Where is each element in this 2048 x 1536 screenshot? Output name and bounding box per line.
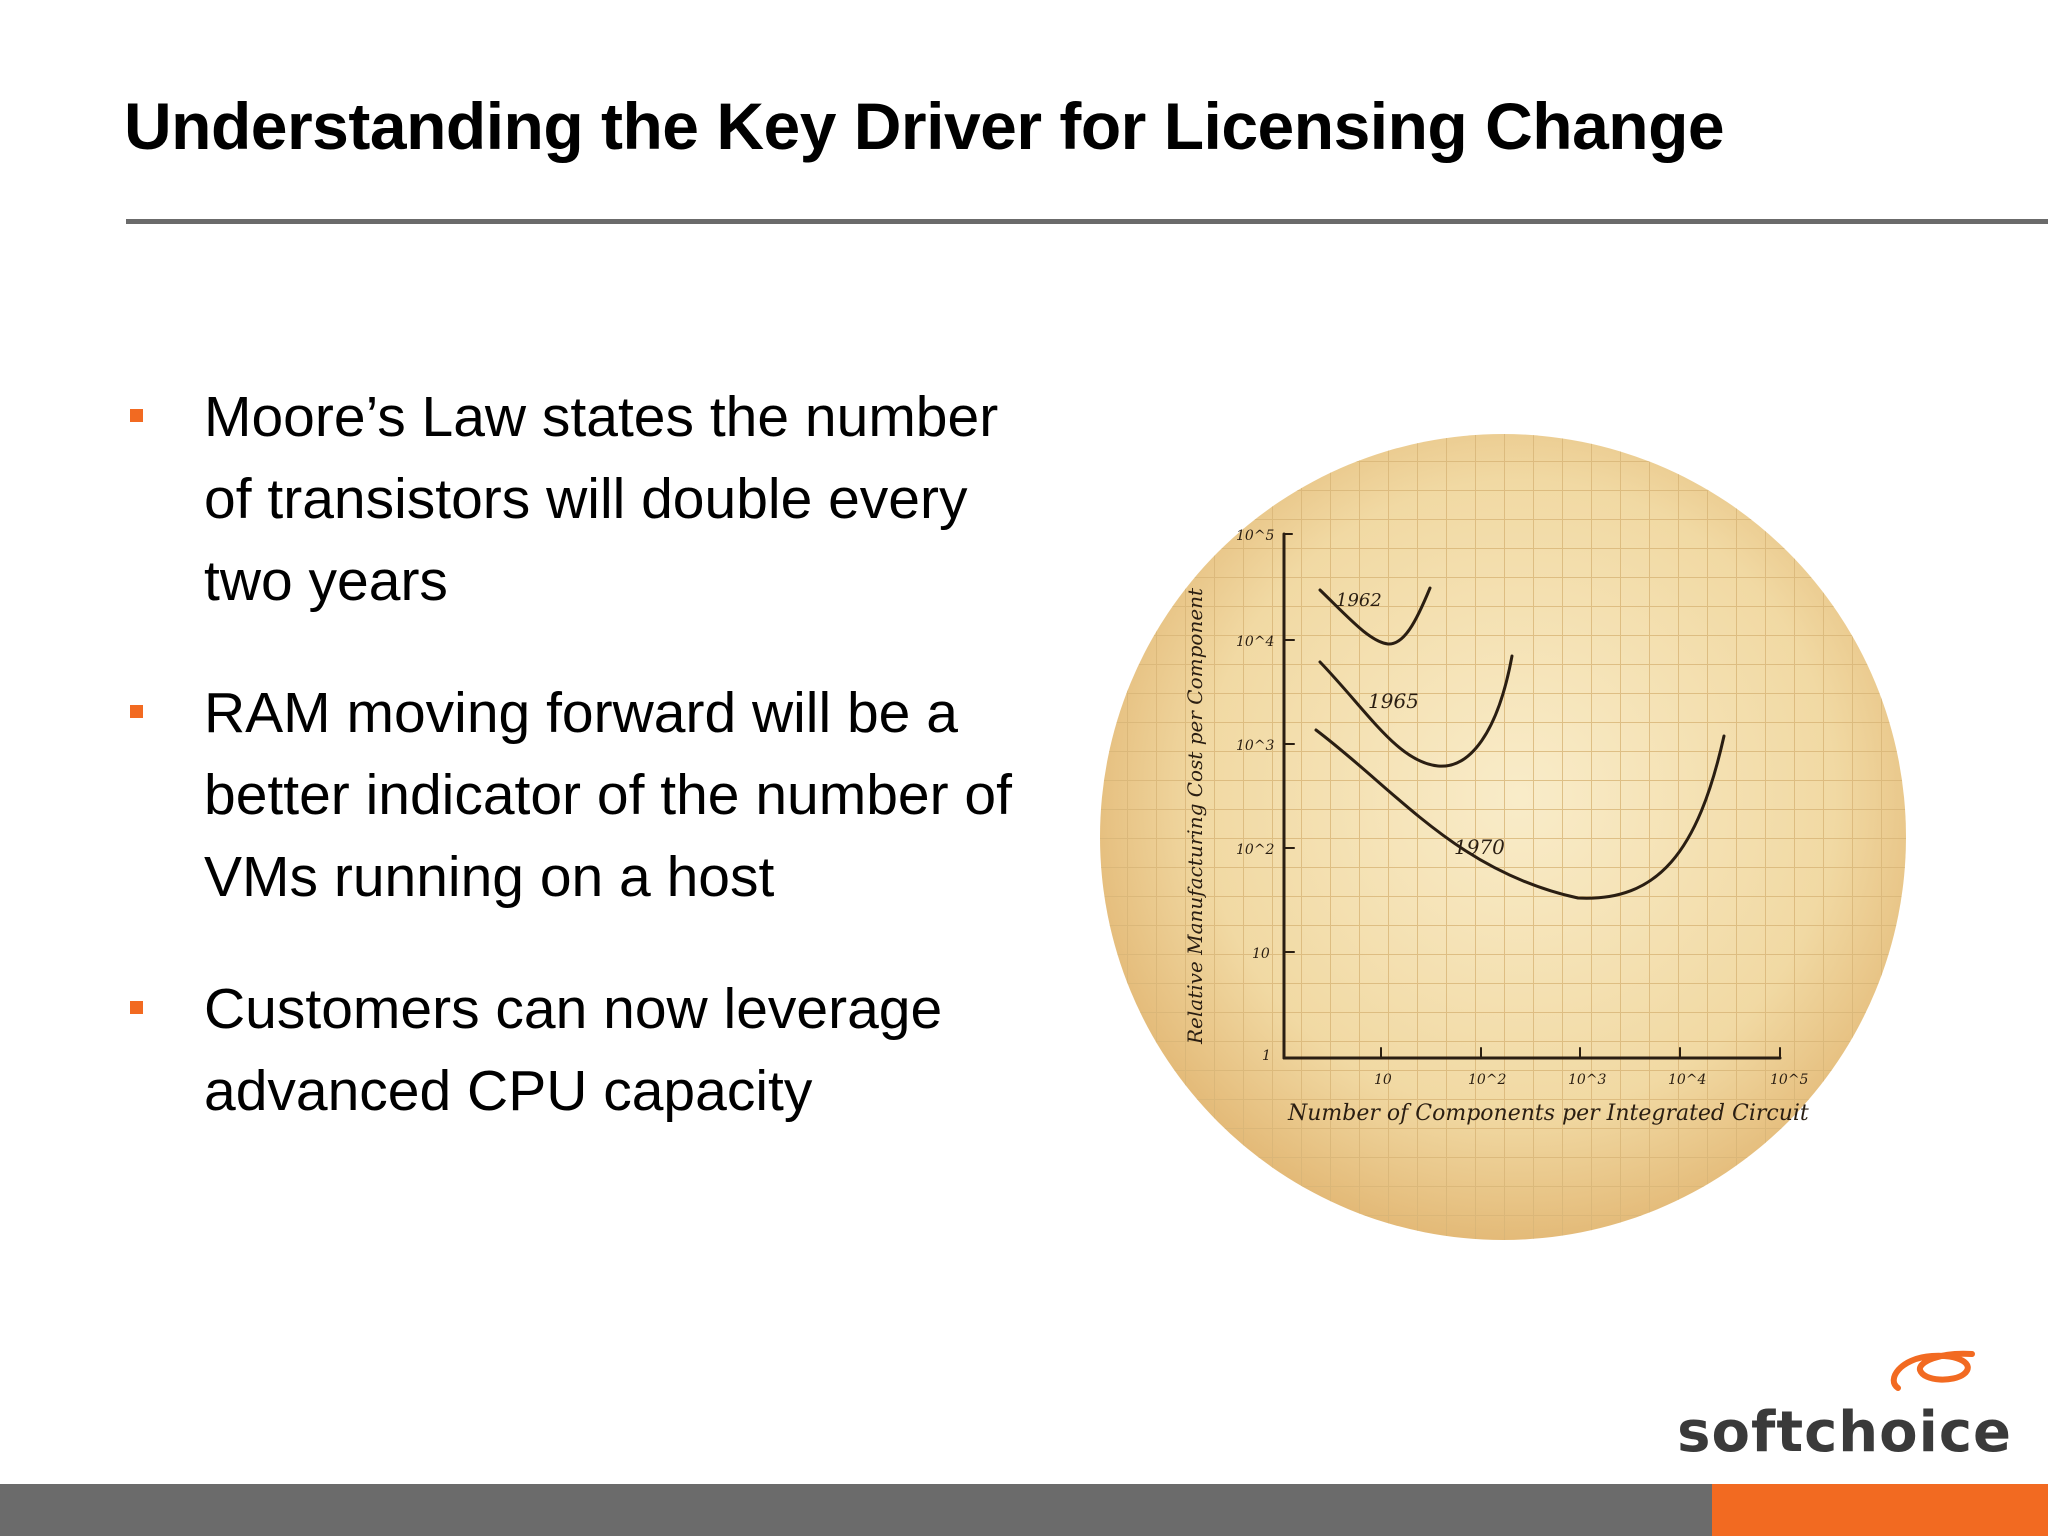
x-tick-label: 10^4 <box>1668 1072 1706 1088</box>
x-axis-label: Number of Components per Integrated Circ… <box>1287 1101 1809 1126</box>
curve-label-1970: 1970 <box>1454 835 1505 859</box>
slide-title: Understanding the Key Driver for Licensi… <box>124 89 1725 163</box>
x-tick-label: 10^3 <box>1568 1072 1607 1088</box>
softchoice-logo: softchoice <box>1677 1350 2012 1465</box>
curve-1970 <box>1314 728 1726 900</box>
y-axis-label: Relative Manufacturing Cost per Componen… <box>1183 587 1207 1045</box>
x-tick-label: 10^2 <box>1468 1072 1507 1088</box>
bullet-marker-icon <box>130 1001 143 1014</box>
footer-accent <box>1712 1484 2048 1536</box>
y-tick-label: 10 <box>1252 946 1270 962</box>
moores-law-sketch: 1962 1965 1970 10^5 10^4 10^3 10^2 10 1 … <box>1100 434 1906 1240</box>
bullet-item: RAM moving forward will be a better indi… <box>124 672 1044 918</box>
curve-label-1962: 1962 <box>1336 590 1382 611</box>
bullet-list: Moore’s Law states the number of transis… <box>124 376 1044 1182</box>
y-tick-label: 10^4 <box>1236 634 1274 650</box>
bullet-item: Customers can now leverage advanced CPU … <box>124 968 1044 1132</box>
bullet-marker-icon <box>130 705 143 718</box>
bullet-marker-icon <box>130 409 143 422</box>
curve-1962 <box>1318 586 1432 646</box>
x-tick-label: 10 <box>1374 1072 1392 1088</box>
x-tick-label: 10^5 <box>1770 1072 1809 1088</box>
bullet-item: Moore’s Law states the number of transis… <box>124 376 1044 622</box>
bullet-text: Customers can now leverage advanced CPU … <box>204 977 943 1123</box>
y-tick-label: 10^2 <box>1236 842 1275 858</box>
logo-swoosh-icon <box>1890 1350 1975 1391</box>
brand-name: softchoice <box>1677 1400 2012 1465</box>
footer-bar <box>0 1484 2048 1536</box>
curve-1965 <box>1318 654 1514 768</box>
bullet-text: Moore’s Law states the number of transis… <box>204 385 999 613</box>
title-divider <box>126 219 2048 224</box>
y-tick-label: 10^5 <box>1236 528 1275 544</box>
moores-law-figure: 1962 1965 1970 10^5 10^4 10^3 10^2 10 1 … <box>1098 432 1908 1242</box>
curve-label-1965: 1965 <box>1368 689 1419 713</box>
y-tick-label: 10^3 <box>1236 738 1275 754</box>
y-tick-label: 1 <box>1262 1048 1271 1064</box>
bullet-text: RAM moving forward will be a better indi… <box>204 681 1012 909</box>
